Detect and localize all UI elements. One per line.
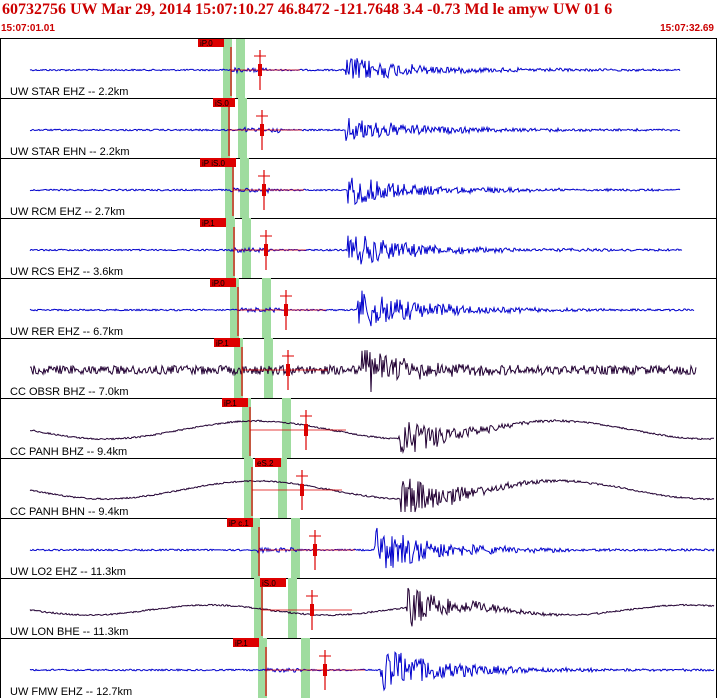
seismogram-plot: iP.0 UW STAR EHZ -- 2.2km iS.0 UW STAR EHN … — [0, 38, 717, 698]
pick-window — [242, 398, 251, 458]
pick-window — [223, 38, 232, 98]
channel-panel: eS.2 CC PANH BHN -- 9.4km — [0, 458, 717, 519]
waveform-trace — [29, 177, 681, 206]
channel-panel: iP c.1 UW LO2 EHZ -- 11.3km — [0, 518, 717, 579]
pick-window — [244, 458, 253, 518]
pick-flag[interactable] — [198, 38, 224, 47]
channel-panel: iP.1 CC PANH BHZ -- 9.4km — [0, 398, 717, 459]
channel-panel: iP iS.0 UW RCM EHZ -- 2.7km — [0, 158, 717, 219]
waveform-trace — [29, 527, 715, 569]
waveform-trace — [29, 58, 681, 79]
pick-label: iP.1 — [216, 339, 229, 348]
pick-label: iP.1 — [202, 219, 215, 228]
pick-label: iS.0 — [262, 579, 276, 588]
station-label: UW LO2 EHZ -- 11.3km — [10, 566, 126, 578]
end-time: 15:07:32.69 — [660, 23, 714, 34]
pick-window — [240, 158, 249, 218]
pick-window — [251, 518, 260, 578]
waveform-trace — [29, 651, 715, 692]
pick-flag[interactable] — [213, 98, 235, 107]
pick-label: iP c.1 — [229, 519, 249, 528]
pick-label: eS.2 — [257, 459, 274, 468]
station-label: UW STAR EHZ -- 2.2km — [10, 86, 128, 98]
pick-window — [282, 398, 291, 458]
waveform-trace — [29, 478, 715, 513]
pick-flag[interactable] — [233, 638, 259, 647]
waveform-trace — [29, 290, 695, 327]
pick-flag[interactable] — [255, 458, 281, 467]
pick-flag[interactable] — [222, 398, 248, 407]
pick-label: iP.1 — [224, 399, 237, 408]
pick-flag[interactable] — [210, 278, 236, 287]
channel-panel: iS.0 UW STAR EHN -- 2.2km — [0, 98, 717, 159]
waveform-trace — [29, 587, 715, 627]
pick-window — [254, 578, 263, 638]
pick-label: iP.0 — [200, 39, 213, 48]
waveform-trace — [29, 418, 715, 454]
pick-flag[interactable] — [200, 158, 236, 167]
station-label: CC PANH BHZ -- 9.4km — [10, 446, 127, 458]
pick-window — [226, 218, 235, 278]
start-time: 15:07:01.01 — [1, 23, 55, 34]
pick-label: iS.0 — [215, 99, 229, 108]
pick-flag[interactable] — [200, 218, 226, 227]
pick-flag[interactable] — [214, 338, 240, 347]
station-label: UW STAR EHN -- 2.2km — [10, 146, 130, 158]
pick-window — [258, 638, 267, 698]
station-label: UW RCS EHZ -- 3.6km — [10, 266, 123, 278]
event-title: 60732756 UW Mar 29, 2014 15:07:10.27 46.… — [2, 1, 613, 18]
pick-label: iP iS.0 — [202, 159, 226, 168]
station-label: CC OBSR BHZ -- 7.0km — [10, 386, 129, 398]
pick-flag[interactable] — [227, 518, 253, 527]
channel-panel: iP.1 UW RCS EHZ -- 3.6km — [0, 218, 717, 279]
station-label: UW RER EHZ -- 6.7km — [10, 326, 123, 338]
station-label: UW RCM EHZ -- 2.7km — [10, 206, 125, 218]
channel-panel: iP.1 CC OBSR BHZ -- 7.0km — [0, 338, 717, 399]
station-label: UW LON BHE -- 11.3km — [10, 626, 128, 638]
pick-label: iP.0 — [212, 279, 225, 288]
pick-window — [242, 218, 251, 278]
pick-label: iP.1 — [235, 639, 248, 648]
channel-panel: iP.0 UW STAR EHZ -- 2.2km — [0, 38, 717, 99]
pick-window — [301, 638, 310, 698]
pick-window — [230, 278, 239, 338]
pick-window — [238, 98, 247, 158]
channel-panel: iS.0 UW LON BHE -- 11.3km — [0, 578, 717, 639]
waveform-trace — [29, 235, 683, 265]
pick-window — [278, 458, 287, 518]
pick-window — [236, 38, 245, 98]
station-label: CC PANH BHN -- 9.4km — [10, 506, 128, 518]
pick-flag[interactable] — [260, 578, 286, 587]
pick-window — [221, 98, 230, 158]
waveform-trace — [29, 350, 697, 393]
plot-header: 60732756 UW Mar 29, 2014 15:07:10.27 46.… — [0, 0, 717, 38]
pick-window — [225, 158, 234, 218]
pick-window — [288, 578, 297, 638]
waveform-trace — [29, 118, 681, 141]
channel-panel: iP.1 UW FMW EHZ -- 12.7km — [10, 638, 715, 698]
pick-window — [291, 518, 300, 578]
station-label: UW FMW EHZ -- 12.7km — [10, 686, 132, 698]
pick-window — [262, 278, 271, 338]
channel-panel: iP.0 UW RER EHZ -- 6.7km — [0, 278, 717, 339]
